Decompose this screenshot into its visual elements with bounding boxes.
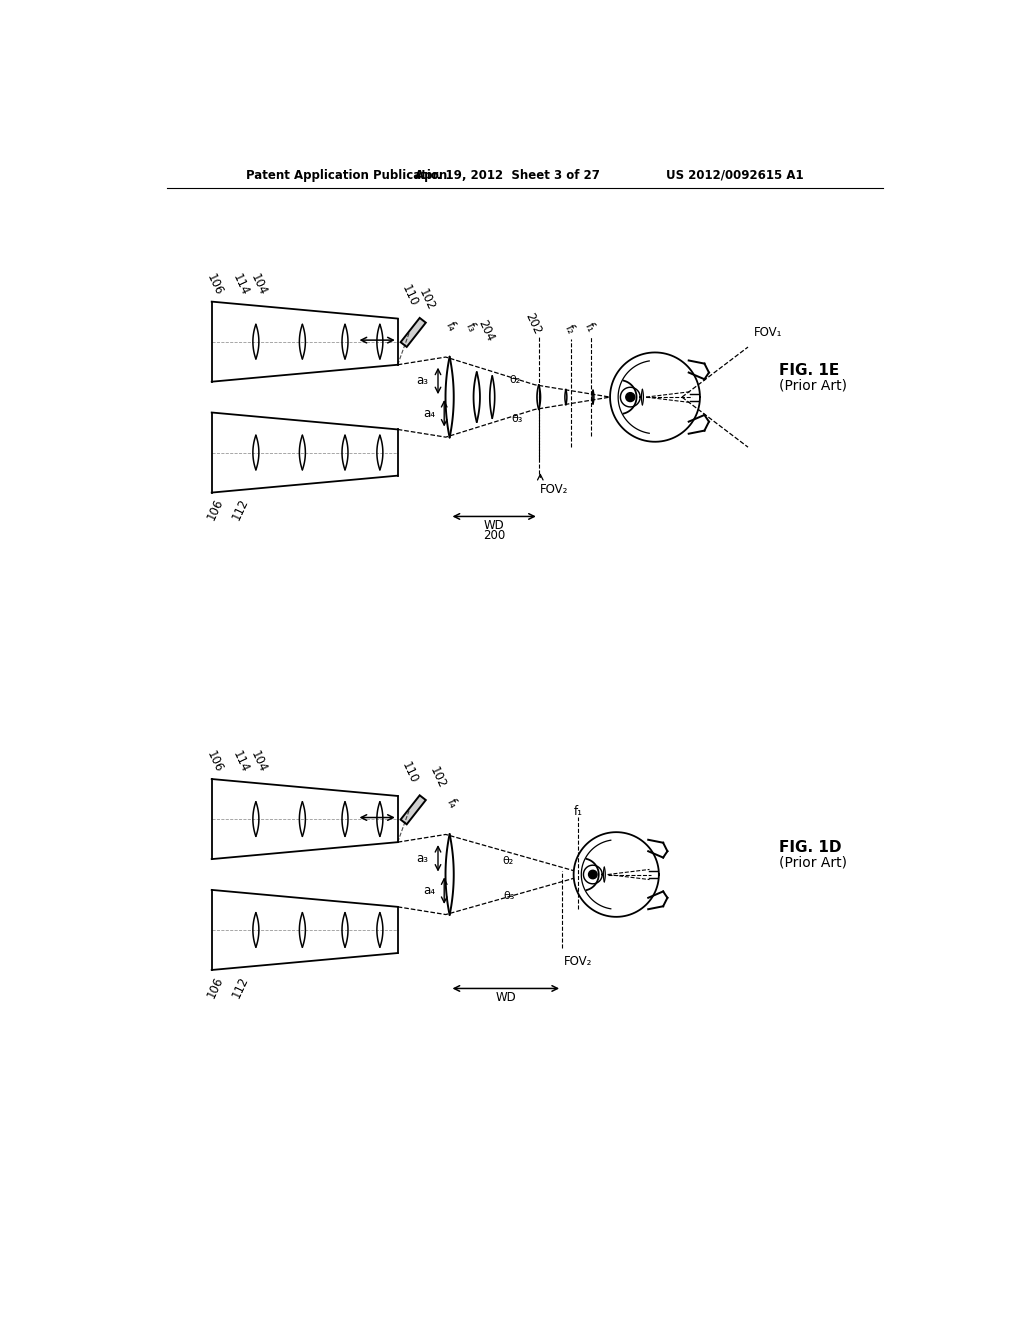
Text: f₃: f₃	[463, 321, 478, 334]
Text: Apr. 19, 2012  Sheet 3 of 27: Apr. 19, 2012 Sheet 3 of 27	[416, 169, 600, 182]
Text: θ₃: θ₃	[504, 891, 515, 902]
Circle shape	[626, 392, 635, 401]
Text: 106: 106	[204, 974, 225, 999]
Text: 104: 104	[248, 272, 269, 297]
Text: 110: 110	[398, 282, 420, 309]
Text: f₄: f₄	[442, 319, 458, 333]
Text: FIG. 1D: FIG. 1D	[779, 840, 842, 855]
Text: 110: 110	[398, 760, 420, 785]
Circle shape	[589, 870, 597, 879]
Text: 112: 112	[229, 974, 251, 999]
Text: FOV₁: FOV₁	[755, 326, 782, 339]
Text: a₃: a₃	[417, 851, 429, 865]
Text: f₁: f₁	[573, 805, 583, 818]
Text: θ₃: θ₃	[511, 413, 522, 424]
Text: 106: 106	[204, 272, 225, 297]
Text: FOV₂: FOV₂	[563, 956, 592, 969]
Text: a₄: a₄	[423, 884, 435, 898]
Text: θ₂: θ₂	[510, 375, 521, 385]
Text: a₄: a₄	[423, 407, 435, 420]
Text: 104: 104	[248, 750, 269, 775]
Text: Patent Application Publication: Patent Application Publication	[246, 169, 447, 182]
Polygon shape	[400, 318, 426, 347]
Text: f₂: f₂	[562, 322, 578, 337]
Text: 200: 200	[483, 529, 505, 543]
Text: 204: 204	[475, 318, 497, 343]
Text: 102: 102	[427, 764, 449, 791]
Polygon shape	[400, 796, 426, 824]
Text: 112: 112	[229, 496, 251, 523]
Text: a₃: a₃	[417, 375, 429, 388]
Text: f₁: f₁	[582, 321, 598, 335]
Text: 102: 102	[416, 288, 437, 313]
Text: θ₂: θ₂	[502, 855, 513, 866]
Text: 114: 114	[229, 272, 251, 297]
Text: US 2012/0092615 A1: US 2012/0092615 A1	[667, 169, 804, 182]
Text: FIG. 1E: FIG. 1E	[779, 363, 840, 378]
Text: 202: 202	[522, 312, 544, 337]
Text: 106: 106	[204, 496, 225, 523]
Text: WD: WD	[496, 991, 516, 1005]
Text: (Prior Art): (Prior Art)	[779, 855, 847, 870]
Text: 114: 114	[229, 750, 251, 775]
Text: WD: WD	[483, 519, 505, 532]
Text: 106: 106	[204, 750, 225, 775]
Text: f₄: f₄	[444, 797, 460, 810]
Text: (Prior Art): (Prior Art)	[779, 379, 847, 392]
Text: FOV₂: FOV₂	[541, 483, 568, 496]
